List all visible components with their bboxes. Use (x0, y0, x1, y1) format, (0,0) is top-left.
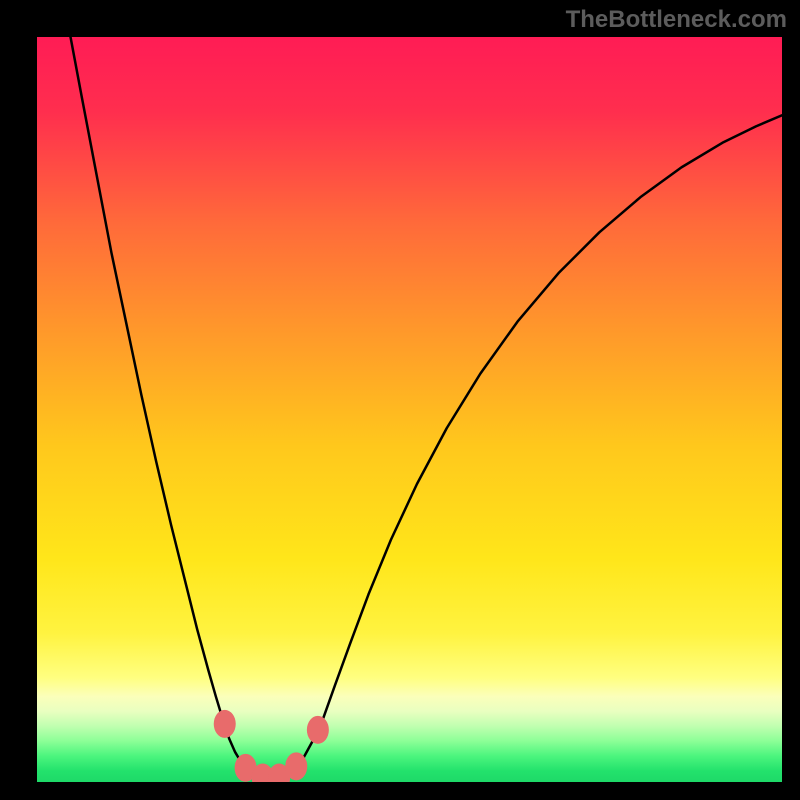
plot-area (37, 37, 782, 782)
chart-svg (37, 37, 782, 782)
marker-point (285, 752, 307, 780)
marker-point (307, 716, 329, 744)
chart-frame: TheBottleneck.com (0, 0, 800, 800)
watermark: TheBottleneck.com (566, 6, 787, 34)
gradient-background (37, 37, 782, 782)
marker-point (214, 710, 236, 738)
